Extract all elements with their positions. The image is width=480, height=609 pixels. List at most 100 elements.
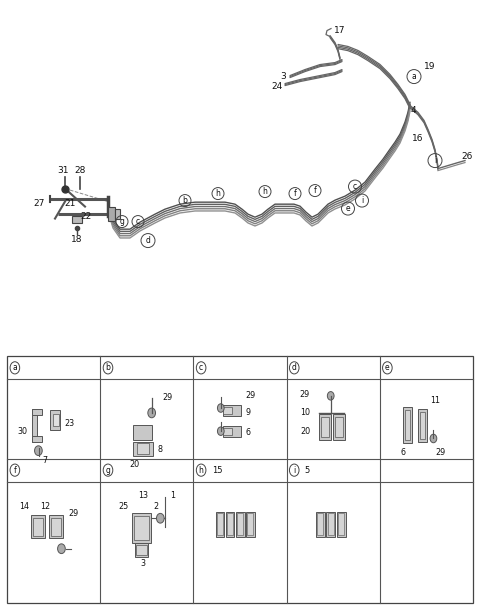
Bar bbox=[49, 515, 63, 538]
Text: 6: 6 bbox=[401, 448, 406, 457]
Text: 10: 10 bbox=[300, 409, 310, 417]
Text: 27: 27 bbox=[34, 199, 45, 208]
Text: g: g bbox=[106, 466, 110, 474]
Text: i: i bbox=[361, 196, 363, 205]
Text: f: f bbox=[294, 189, 296, 198]
Bar bbox=[223, 405, 241, 416]
Text: h: h bbox=[263, 187, 267, 196]
Circle shape bbox=[289, 464, 299, 476]
Text: 22: 22 bbox=[80, 212, 92, 221]
Text: 23: 23 bbox=[64, 420, 74, 428]
Bar bbox=[32, 436, 42, 442]
Text: 29: 29 bbox=[162, 393, 172, 402]
Text: b: b bbox=[182, 196, 187, 205]
Bar bbox=[133, 425, 152, 440]
Text: e: e bbox=[385, 364, 390, 372]
Circle shape bbox=[35, 446, 42, 456]
Bar bbox=[53, 414, 59, 426]
Bar bbox=[319, 414, 331, 440]
Circle shape bbox=[217, 427, 224, 435]
Bar bbox=[333, 414, 345, 440]
Text: c: c bbox=[199, 364, 203, 372]
Text: 17: 17 bbox=[334, 26, 346, 35]
Text: e: e bbox=[346, 204, 350, 213]
Text: 9: 9 bbox=[246, 409, 251, 417]
Text: i: i bbox=[293, 466, 295, 474]
Circle shape bbox=[148, 408, 156, 418]
Text: h: h bbox=[216, 189, 220, 198]
Text: 15: 15 bbox=[212, 466, 222, 474]
Bar bbox=[50, 410, 60, 430]
Text: 20: 20 bbox=[130, 460, 140, 469]
Text: 6: 6 bbox=[246, 428, 251, 437]
Circle shape bbox=[217, 404, 224, 412]
Text: 29: 29 bbox=[300, 390, 310, 399]
Bar bbox=[136, 545, 147, 555]
Bar bbox=[132, 513, 151, 543]
Text: b: b bbox=[106, 364, 110, 372]
Text: 30: 30 bbox=[17, 427, 27, 435]
Bar bbox=[223, 428, 232, 435]
Circle shape bbox=[156, 513, 164, 523]
Text: a: a bbox=[12, 364, 17, 372]
Bar bbox=[246, 512, 254, 537]
Bar bbox=[321, 417, 329, 437]
Bar bbox=[137, 443, 149, 454]
Bar bbox=[316, 512, 325, 537]
Bar bbox=[223, 407, 232, 414]
Text: i: i bbox=[434, 156, 436, 165]
Bar bbox=[335, 417, 343, 437]
Bar bbox=[236, 512, 244, 537]
Text: f: f bbox=[13, 466, 16, 474]
Circle shape bbox=[10, 362, 20, 374]
Bar bbox=[327, 513, 334, 535]
Bar bbox=[31, 515, 45, 538]
Text: 31: 31 bbox=[57, 166, 69, 175]
Circle shape bbox=[10, 464, 20, 476]
Text: 2: 2 bbox=[153, 502, 158, 510]
Bar bbox=[338, 513, 345, 535]
Text: d: d bbox=[292, 364, 297, 372]
Bar bbox=[418, 409, 427, 442]
Bar bbox=[420, 412, 425, 439]
Bar bbox=[216, 512, 225, 537]
Circle shape bbox=[103, 464, 113, 476]
Text: 13: 13 bbox=[138, 491, 148, 500]
Text: 11: 11 bbox=[430, 396, 440, 405]
Text: f: f bbox=[313, 186, 316, 195]
Text: 3: 3 bbox=[280, 72, 286, 81]
Bar bbox=[337, 512, 346, 537]
Bar bbox=[403, 407, 412, 443]
Text: 20: 20 bbox=[300, 427, 310, 435]
Text: 28: 28 bbox=[74, 166, 86, 175]
Text: 18: 18 bbox=[71, 235, 83, 244]
Text: c: c bbox=[353, 182, 357, 191]
Text: 3: 3 bbox=[141, 560, 145, 568]
Bar bbox=[223, 426, 241, 437]
Bar bbox=[32, 409, 37, 442]
Circle shape bbox=[327, 392, 334, 400]
Bar bbox=[226, 512, 235, 537]
Bar bbox=[51, 518, 61, 536]
Bar bbox=[317, 513, 324, 535]
Text: 21: 21 bbox=[64, 199, 76, 208]
Circle shape bbox=[430, 434, 437, 443]
Text: 8: 8 bbox=[157, 445, 162, 454]
Text: 1: 1 bbox=[170, 491, 175, 500]
Text: 16: 16 bbox=[412, 134, 424, 143]
Text: 19: 19 bbox=[424, 62, 436, 71]
Text: 29: 29 bbox=[435, 448, 445, 457]
Text: g: g bbox=[120, 217, 124, 226]
Text: 29: 29 bbox=[246, 392, 256, 400]
Text: 25: 25 bbox=[119, 502, 129, 510]
Text: 24: 24 bbox=[272, 82, 283, 91]
Text: d: d bbox=[145, 236, 150, 245]
Bar bbox=[228, 513, 233, 535]
Bar bbox=[33, 518, 43, 536]
Text: 7: 7 bbox=[43, 456, 48, 465]
Circle shape bbox=[196, 464, 206, 476]
Circle shape bbox=[58, 544, 65, 554]
Bar bbox=[405, 410, 410, 440]
Bar bbox=[135, 543, 148, 557]
Circle shape bbox=[103, 362, 113, 374]
